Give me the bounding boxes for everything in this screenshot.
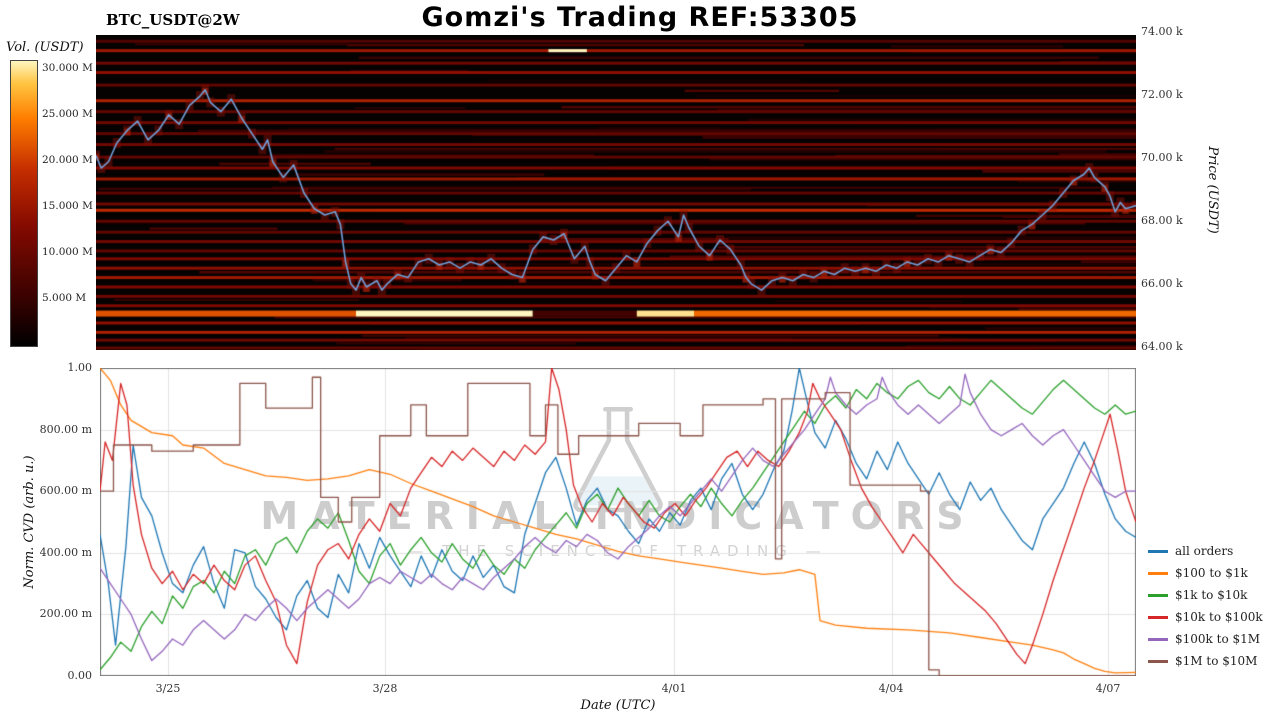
colorbar-tick-label: 20.000 M <box>42 154 93 166</box>
colorbar-tick-label: 5.000 M <box>42 292 87 304</box>
legend-item-all-orders: all orders <box>1148 540 1278 562</box>
price-tick-label: 68.00 k <box>1141 214 1183 227</box>
legend-label: $100 to $1k <box>1175 566 1248 580</box>
cvd-chart-panel: MATERIAL INDICATORS — THE SCIENCE OF TRA… <box>100 368 1136 676</box>
volume-colorbar <box>10 60 38 347</box>
legend-label: $10k to $100k <box>1175 610 1263 624</box>
heatmap-canvas <box>96 35 1136 350</box>
cvd-tick-label: 400.00 m <box>39 546 92 559</box>
legend-swatch <box>1148 593 1168 597</box>
cvd-axis-label: Norm. CVD (arb. u.) <box>22 455 37 589</box>
price-tick-label: 66.00 k <box>1141 277 1183 290</box>
cvd-tick-label: 200.00 m <box>39 607 92 620</box>
legend-label: $100k to $1M <box>1175 632 1261 646</box>
date-tick-label: 4/07 <box>1095 682 1121 695</box>
page-title: Gomzi's Trading REF:53305 <box>421 2 859 33</box>
colorbar-tick-label: 10.000 M <box>42 246 93 258</box>
legend-item-1k-10k: $1k to $10k <box>1148 584 1278 606</box>
cvd-tick-label: 1.00 <box>67 361 93 374</box>
price-tick-label: 64.00 k <box>1141 340 1183 353</box>
price-axis-label: Price (USDT) <box>1205 146 1220 234</box>
date-tick-label: 3/25 <box>155 682 181 695</box>
legend-label: all orders <box>1175 544 1234 558</box>
cvd-tick-label: 0.00 <box>67 669 93 682</box>
legend-item-10k-100k: $10k to $100k <box>1148 606 1278 628</box>
colorbar-tick-label: 30.000 M <box>42 62 93 74</box>
legend-item-100k-1m: $100k to $1M <box>1148 628 1278 650</box>
legend-item-100-1k: $100 to $1k <box>1148 562 1278 584</box>
price-tick-label: 74.00 k <box>1141 25 1183 38</box>
legend-swatch <box>1148 571 1168 575</box>
legend-item-1m-10m: $1M to $10M <box>1148 650 1278 672</box>
legend-swatch <box>1148 615 1168 619</box>
legend-swatch <box>1148 637 1168 641</box>
cvd-tick-label: 800.00 m <box>39 423 92 436</box>
price-tick-label: 72.00 k <box>1141 88 1183 101</box>
legend-swatch <box>1148 549 1168 553</box>
symbol-label: BTC_USDT@2W <box>106 11 240 29</box>
cvd-tick-label: 600.00 m <box>39 484 92 497</box>
legend-label: $1k to $10k <box>1175 588 1248 602</box>
price-tick-label: 70.00 k <box>1141 151 1183 164</box>
colorbar-axis-label: Vol. (USDT) <box>6 40 84 55</box>
colorbar-tick-label: 25.000 M <box>42 108 93 120</box>
price-volume-heatmap <box>96 35 1136 350</box>
date-tick-label: 3/28 <box>372 682 398 695</box>
date-tick-label: 4/01 <box>661 682 687 695</box>
legend-swatch <box>1148 659 1168 663</box>
legend-label: $1M to $10M <box>1175 654 1258 668</box>
colorbar-tick-label: 15.000 M <box>42 200 93 212</box>
legend: all orders $100 to $1k $1k to $10k $10k … <box>1148 540 1278 672</box>
date-axis-label: Date (UTC) <box>580 698 656 713</box>
cvd-canvas <box>100 368 1136 676</box>
date-tick-label: 4/04 <box>878 682 904 695</box>
